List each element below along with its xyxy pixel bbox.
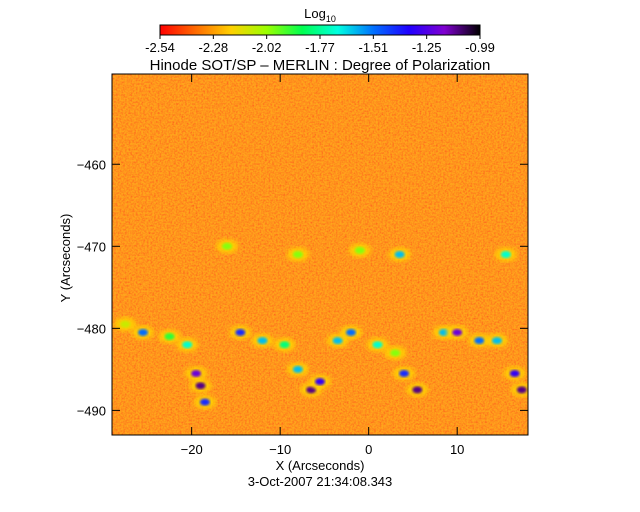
polarization-feature [222, 242, 233, 250]
polarization-feature [412, 386, 423, 394]
polarization-feature [372, 341, 383, 349]
colorbar-tick-label: -2.02 [252, 40, 282, 55]
polarization-feature [394, 251, 405, 258]
polarization-feature [315, 378, 325, 386]
polarization-feature [452, 328, 463, 336]
y-tick-label: −480 [77, 321, 106, 336]
x-tick-label: 10 [450, 442, 464, 457]
polarization-feature [438, 328, 449, 336]
polarization-feature [191, 369, 202, 377]
polarization-feature [120, 320, 131, 328]
y-tick-label: −460 [77, 157, 106, 172]
polarization-feature [292, 251, 303, 258]
x-tick-label: 0 [365, 442, 372, 457]
polarization-feature [292, 365, 303, 373]
polarization-feature [345, 328, 356, 336]
colorbar-tick-label: -1.77 [305, 40, 335, 55]
polarization-feature [182, 341, 193, 349]
polarization-feature [390, 349, 401, 357]
y-axis-label: Y (Arcseconds) [58, 214, 73, 303]
plot-frame [111, 73, 529, 436]
colorbar-tick-label: -1.51 [359, 40, 389, 55]
polarization-feature [509, 369, 520, 377]
timestamp: 3-Oct-2007 21:34:08.343 [248, 474, 393, 489]
chart-title: Hinode SOT/SP – MERLIN : Degree of Polar… [150, 57, 491, 74]
polarization-feature [332, 337, 343, 345]
polarization-feature [516, 386, 527, 394]
colorbar-tick-label: -0.99 [465, 40, 495, 55]
y-tick-label: −470 [77, 239, 106, 254]
polarization-feature [257, 337, 268, 345]
colorbar [159, 24, 481, 36]
colorbar-tick-label: -1.25 [412, 40, 442, 55]
polarization-feature [164, 333, 175, 341]
polarization-feature [306, 386, 317, 394]
polarization-feature [399, 369, 410, 377]
polarization-feature [137, 328, 148, 336]
colorbar-label: Log10 [304, 6, 336, 24]
polarization-feature [500, 251, 511, 258]
polarization-feature [199, 398, 210, 406]
polarization-feature [279, 341, 290, 349]
x-tick-label: −20 [181, 442, 203, 457]
colorbar-tick-label: -2.28 [199, 40, 229, 55]
polarization-feature [354, 246, 365, 254]
colorbar-tick-label: -2.54 [145, 40, 175, 55]
polarization-feature [492, 337, 503, 345]
polarization-feature [195, 382, 206, 390]
polarization-feature [235, 328, 246, 336]
x-tick-label: −10 [269, 442, 291, 457]
x-axis-label: X (Arcseconds) [276, 458, 365, 473]
polarization-feature [474, 337, 485, 345]
y-tick-label: −490 [77, 403, 106, 418]
